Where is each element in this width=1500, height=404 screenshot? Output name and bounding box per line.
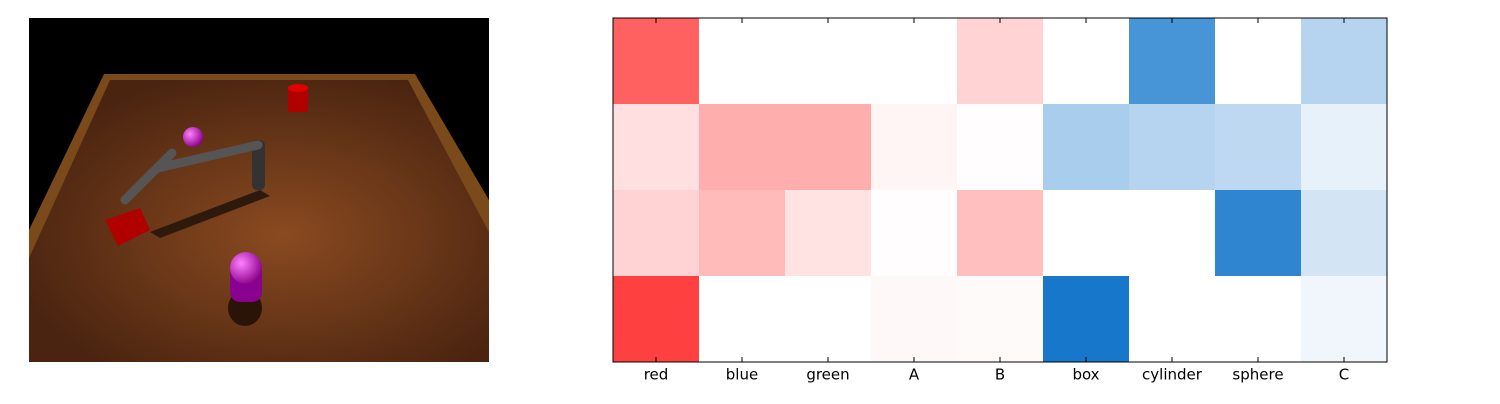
x-tick-label: C [1339, 366, 1349, 384]
heat-cell [871, 190, 958, 277]
scene-image [29, 18, 489, 362]
x-tick-label: cylinder [1142, 366, 1203, 384]
heat-cell [957, 190, 1044, 277]
heat-cell [1301, 276, 1388, 363]
heat-cell [785, 276, 872, 363]
heat-cell [871, 276, 958, 363]
shadow [150, 190, 270, 238]
heat-cell [1215, 18, 1302, 105]
x-tick-label: box [1072, 366, 1099, 384]
heat-cell [1129, 190, 1216, 277]
x-tick-label: sphere [1232, 366, 1283, 384]
heat-cell [957, 18, 1044, 105]
x-tick-label: red [644, 366, 669, 384]
heat-cell [1129, 104, 1216, 191]
heat-cell [1301, 18, 1388, 105]
floor [29, 80, 489, 362]
robot-arm [120, 148, 177, 205]
heat-cell [699, 104, 786, 191]
heat-cell [785, 104, 872, 191]
robot-arm [153, 140, 263, 173]
heat-cell [613, 104, 700, 191]
heat-cell [1215, 104, 1302, 191]
red-cylinder-top [288, 84, 308, 92]
x-tick-label: blue [726, 366, 758, 384]
red-box [105, 208, 150, 246]
heat-cell [699, 276, 786, 363]
heatmap-frame [612, 17, 1388, 363]
heat-cell [1043, 18, 1130, 105]
robot-base [252, 140, 265, 190]
heat-cell [957, 104, 1044, 191]
heat-cell [613, 18, 700, 105]
heat-cell [871, 104, 958, 191]
heat-cell [785, 190, 872, 277]
heat-cell [1215, 276, 1302, 363]
heat-cell [613, 276, 700, 363]
heat-cell [1215, 190, 1302, 277]
heat-cell [1301, 104, 1388, 191]
heat-cell [699, 18, 786, 105]
heat-cell [1043, 276, 1130, 363]
heat-cell [871, 18, 958, 105]
x-tick-label: green [806, 366, 849, 384]
heat-cell [1129, 18, 1216, 105]
magenta-sphere [183, 127, 203, 147]
heat-cell [1043, 104, 1130, 191]
magenta-capsule-top [230, 252, 262, 284]
red-cylinder [288, 88, 308, 112]
heat-cell [957, 276, 1044, 363]
heat-cell [613, 190, 700, 277]
x-tick-label: B [995, 366, 1005, 384]
heat-cell [1129, 276, 1216, 363]
heat-cell [1043, 190, 1130, 277]
heat-cell [785, 18, 872, 105]
heat-cell [699, 190, 786, 277]
x-tick-label: A [909, 366, 920, 384]
heat-cell [1301, 190, 1388, 277]
